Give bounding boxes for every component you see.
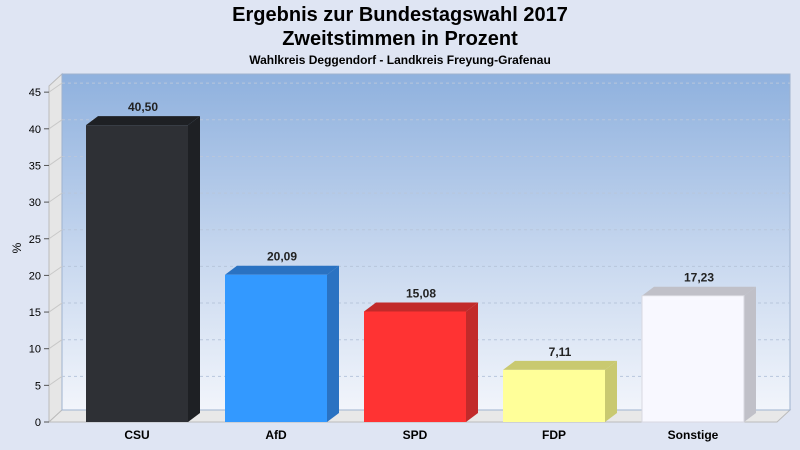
y-tick-label: 10	[29, 344, 41, 356]
bars	[86, 116, 756, 423]
grid-line-wall	[48, 192, 63, 203]
x-tick-label: SPD	[403, 428, 428, 442]
chart-subtitle: Zweitstimmen in Prozent	[282, 28, 518, 50]
data-labels: 40,50 20,09 15,08 7,11 17,23	[128, 100, 714, 359]
grid-line-wall	[48, 119, 63, 130]
bar-side	[744, 286, 756, 422]
data-label: 40,50	[128, 100, 158, 114]
bar-front	[503, 369, 605, 422]
bar-front	[364, 311, 466, 422]
data-label: 15,08	[406, 286, 436, 300]
x-tick-label: AfD	[265, 428, 287, 442]
grid-line-wall	[48, 156, 63, 166]
y-axis-label: %	[10, 242, 24, 253]
bar-side	[605, 360, 617, 422]
y-tick-label: 35	[29, 160, 41, 172]
y-tick-label: 5	[35, 380, 41, 392]
grid-line-wall	[48, 302, 63, 313]
bar-top	[225, 265, 339, 275]
bar-csu	[86, 116, 200, 422]
x-tick-label: CSU	[124, 428, 149, 442]
bar-front	[641, 295, 745, 423]
data-label: 20,09	[267, 250, 297, 264]
data-label: 7,11	[549, 345, 572, 359]
y-tick-label: 15	[29, 307, 41, 319]
y-tick-label: 20	[29, 270, 41, 282]
grid-line-wall	[48, 339, 63, 350]
bar-sonstige	[641, 286, 756, 423]
bar-fdp	[503, 360, 617, 422]
x-tick-label: FDP	[542, 428, 566, 442]
grid-line-wall	[48, 375, 63, 386]
data-label: 17,23	[684, 271, 714, 285]
grid-line-wall	[48, 82, 63, 93]
bar-top	[503, 360, 617, 370]
y-axis-ticks: 0 5 10 15 20 25 30 35 40 45	[29, 87, 49, 429]
y-tick-label: 25	[29, 234, 41, 246]
bar-front	[225, 274, 327, 422]
bar-afd	[225, 265, 339, 422]
x-tick-label: Sonstige	[668, 428, 719, 442]
grid-line-wall	[48, 229, 63, 240]
bar-top	[364, 302, 478, 312]
chart-subtitle-region: Wahlkreis Deggendorf - Landkreis Freyung…	[249, 53, 551, 67]
bar-top	[86, 116, 200, 126]
y-tick-label: 45	[29, 87, 41, 99]
bar-spd	[364, 302, 478, 422]
chart-title: Ergebnis zur Bundestagswahl 2017	[232, 4, 568, 26]
bar-top	[642, 286, 756, 296]
y-tick-label: 30	[29, 197, 41, 209]
bar-front	[86, 125, 188, 422]
bar-side	[327, 265, 339, 422]
bar-side	[188, 116, 200, 422]
y-tick-label: 40	[29, 124, 41, 136]
y-tick-label: 0	[35, 417, 41, 429]
plot-left-wall	[48, 72, 63, 424]
x-axis-categories: CSU AfD SPD FDP Sonstige	[124, 428, 718, 442]
grid-line-wall	[48, 265, 63, 276]
bar-side	[466, 302, 478, 422]
